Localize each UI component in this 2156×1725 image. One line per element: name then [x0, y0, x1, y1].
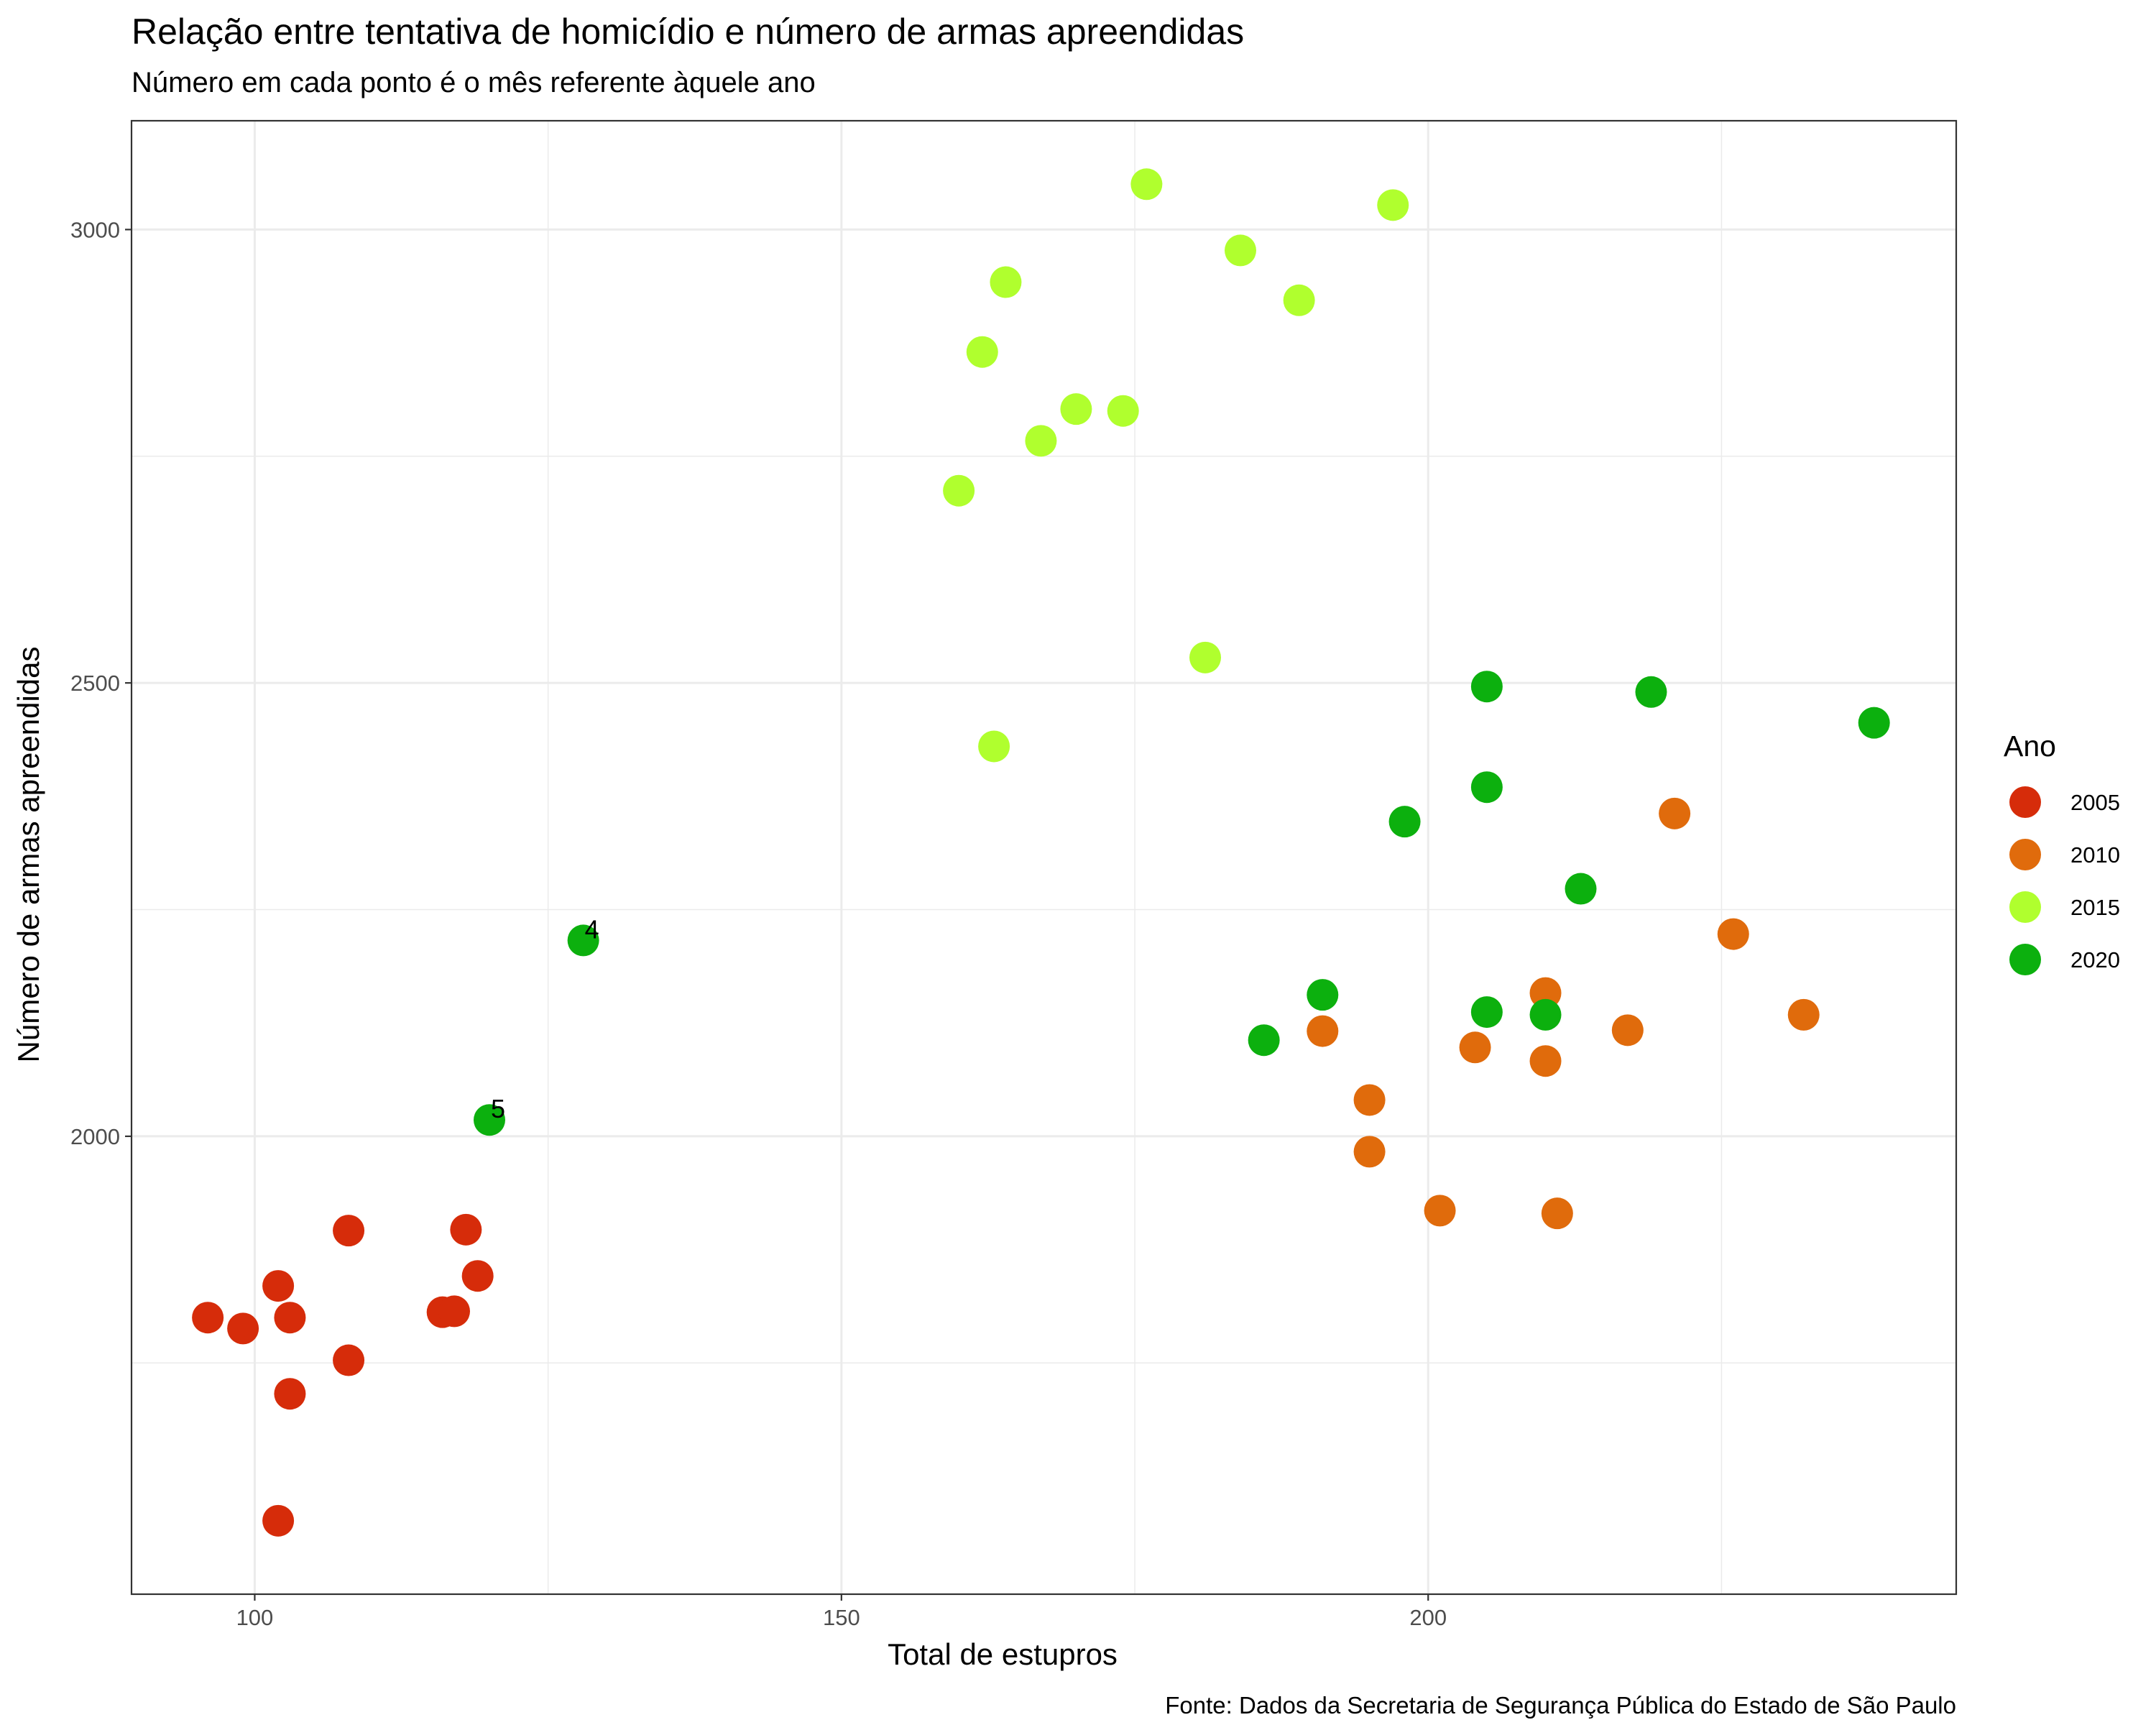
- data-point-2020: [1470, 671, 1503, 703]
- x-axis-title: Total de estupros: [888, 1637, 1118, 1671]
- data-point-2015: [1224, 234, 1256, 267]
- data-point-2005: [438, 1295, 471, 1328]
- data-point-2015: [1025, 425, 1057, 457]
- chart-title: Relação entre tentativa de homicídio e n…: [132, 12, 1244, 52]
- data-point-2020: [1470, 771, 1503, 804]
- chart-subtitle: Número em cada ponto é o mês referente à…: [132, 67, 816, 98]
- data-point-2020: [1858, 707, 1890, 739]
- x-tick-label: 150: [823, 1605, 860, 1630]
- data-point-2015: [990, 266, 1022, 298]
- y-tick-label: 3000: [70, 217, 120, 242]
- data-point-2005: [192, 1302, 224, 1334]
- data-point-2020: [1529, 998, 1562, 1031]
- data-point-2015: [1107, 395, 1139, 427]
- legend-items: 2005 2010 2015 2020: [2009, 786, 2120, 975]
- data-point-2020: [474, 1104, 506, 1136]
- data-point-2010: [1353, 1084, 1386, 1116]
- x-tick-label: 100: [236, 1605, 274, 1630]
- legend-key-2010: [2009, 839, 2041, 870]
- data-point-2015: [943, 474, 975, 507]
- plot-panel: [132, 121, 1956, 1594]
- x-axis-ticks: 100 150 200: [236, 1594, 1447, 1630]
- chart-caption: Fonte: Dados da Secretaria de Segurança …: [1165, 1692, 1956, 1719]
- legend-label-2015: 2015: [2070, 895, 2120, 920]
- legend-key-2015: [2009, 891, 2041, 923]
- data-point-2020: [1470, 996, 1503, 1029]
- data-point-2010: [1307, 1015, 1339, 1047]
- data-point-2015: [978, 730, 1010, 763]
- data-point-2005: [262, 1270, 295, 1302]
- data-point-2010: [1611, 1014, 1644, 1046]
- data-point-2020: [1248, 1024, 1280, 1057]
- plot-panel-border: [130, 119, 1958, 1596]
- data-point-2010: [1717, 918, 1749, 950]
- data-point-2020: [1565, 873, 1597, 905]
- y-axis-ticks: 2000 2500 3000: [70, 217, 132, 1149]
- data-point-2015: [1189, 641, 1222, 673]
- data-point-2015: [1283, 284, 1315, 316]
- data-point-2005: [450, 1213, 482, 1246]
- legend-title: Ano: [2004, 730, 2056, 763]
- legend-label-2005: 2005: [2070, 790, 2120, 815]
- legend-key-2005: [2009, 786, 2041, 818]
- data-point-2005: [227, 1312, 259, 1345]
- data-point-2010: [1787, 998, 1820, 1031]
- data-point-2010: [1529, 977, 1562, 1009]
- data-point-2005: [333, 1344, 365, 1376]
- data-point-2015: [1060, 393, 1092, 426]
- data-point-2020: [1307, 979, 1339, 1011]
- data-point-2020: [1388, 806, 1421, 838]
- point-labels: 45: [491, 914, 599, 1123]
- data-point-2010: [1529, 1045, 1562, 1077]
- legend: Ano 2005 2010 2015 2020: [2004, 730, 2120, 975]
- y-tick-label: 2000: [70, 1124, 120, 1149]
- legend-key-2020: [2009, 944, 2041, 975]
- point-month-label: 5: [491, 1094, 505, 1123]
- data-point-2005: [274, 1302, 306, 1334]
- point-month-label: 4: [585, 914, 599, 944]
- legend-label-2010: 2010: [2070, 842, 2120, 868]
- data-point-2015: [1377, 189, 1409, 221]
- data-point-2005: [274, 1378, 306, 1410]
- data-point-2020: [567, 924, 599, 957]
- data-point-2010: [1353, 1136, 1386, 1168]
- data-point-2010: [1459, 1031, 1491, 1064]
- data-point-2005: [333, 1215, 365, 1247]
- data-point-2015: [1130, 168, 1163, 201]
- y-axis-title: Número de armas apreendidas: [11, 647, 45, 1063]
- data-point-2010: [1424, 1195, 1456, 1227]
- data-point-2010: [1659, 797, 1691, 829]
- data-point-2015: [966, 336, 998, 368]
- data-point-2005: [262, 1504, 295, 1537]
- data-point-2005: [461, 1260, 494, 1292]
- data-points: [192, 168, 1890, 1537]
- y-tick-label: 2500: [70, 671, 120, 696]
- legend-label-2020: 2020: [2070, 947, 2120, 972]
- data-point-2010: [1541, 1197, 1573, 1230]
- data-point-2020: [1635, 676, 1667, 708]
- x-tick-label: 200: [1409, 1605, 1447, 1630]
